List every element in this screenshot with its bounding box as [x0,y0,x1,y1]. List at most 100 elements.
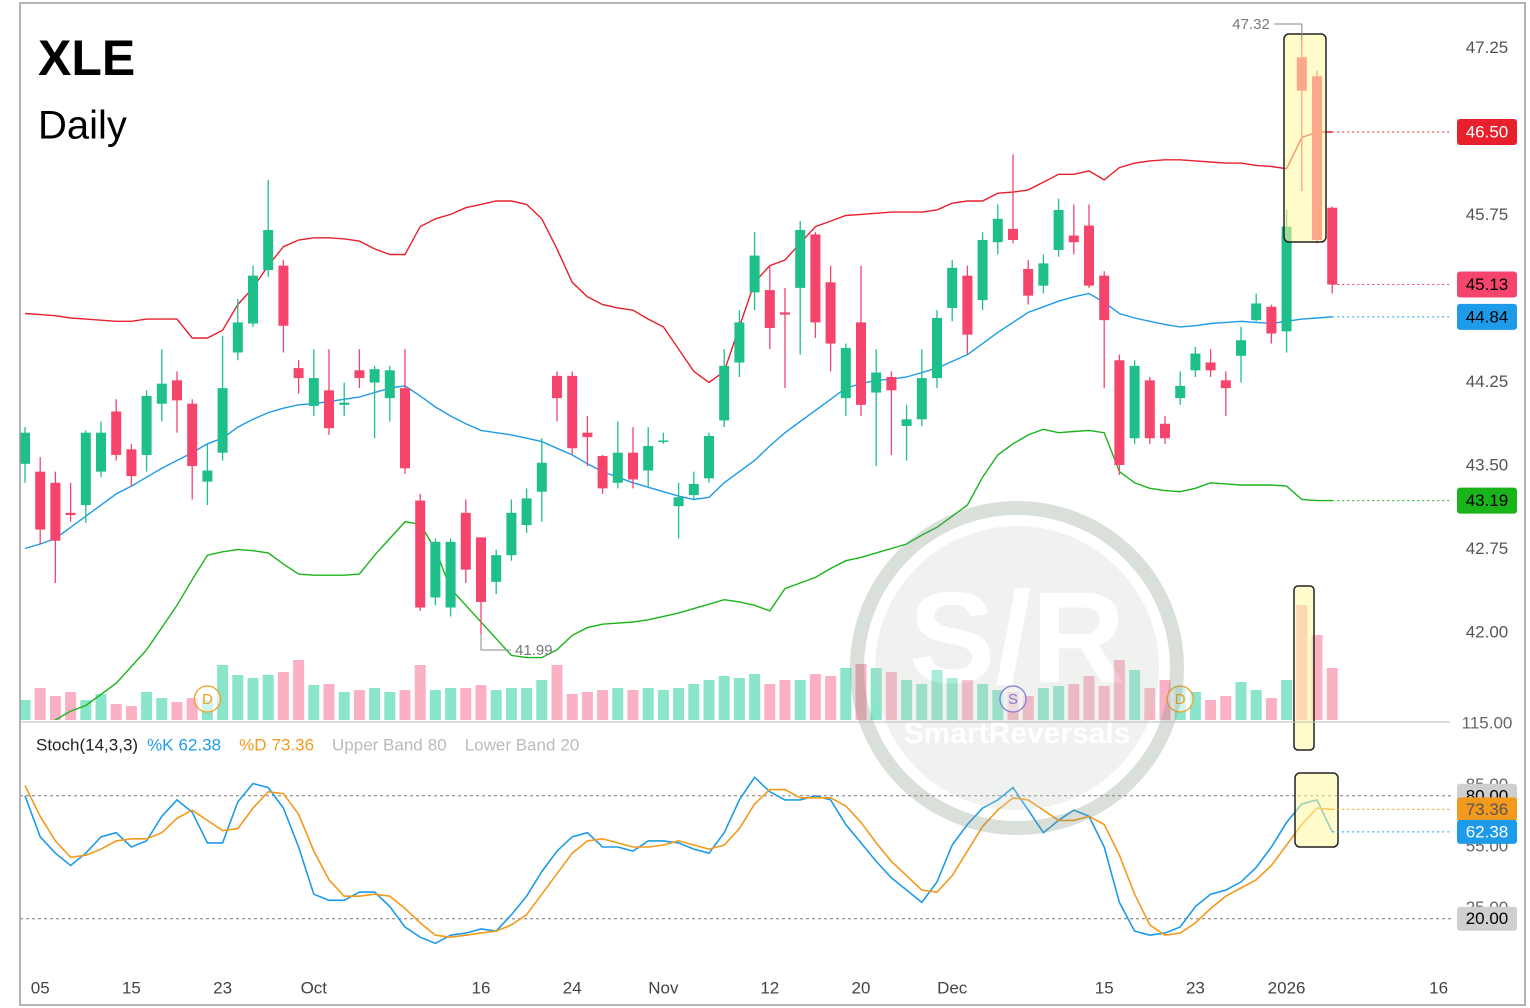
candle-body [1190,353,1201,371]
legend-text: 62.38 [179,735,222,754]
candle-body [1129,365,1140,439]
volume-bar [855,664,867,720]
candle-body [141,395,152,455]
volume-bar [1250,690,1262,720]
volume-bar [247,678,259,720]
candle-body [278,265,289,326]
candle-body [491,555,502,582]
volume-bar [946,678,958,720]
candle-body [400,388,410,469]
low-annotation: 41.99 [515,642,553,659]
candle-body [612,452,623,483]
overlay-layer: 05 15 23 Oct 16 24 Nov 12 20 Dec 15 23 2026 16 42.00 42… [31,16,1517,997]
x-tick-label: 20 [852,978,871,997]
volume-bar [414,665,426,720]
low-marker [480,634,511,651]
volume-bar [429,690,441,720]
volume-bar [642,688,654,720]
volume-bar [901,680,913,720]
legend-text: 20 [560,735,579,754]
volume-bar [536,680,548,720]
axis-badge-label: 20.00 [1466,909,1509,928]
highlight-box [1294,772,1339,848]
candle-body [1281,226,1292,332]
volume-bar [1326,668,1338,720]
volume-bar [840,668,852,720]
axis-badge [1457,271,1517,298]
volume-bar [277,672,289,720]
volume-bar [1037,688,1049,720]
volume-bar [977,684,989,720]
volume-bar [1235,682,1247,720]
axis-badge [1457,118,1517,145]
candle-body [795,229,806,288]
candle-body [1084,225,1094,286]
candle-body [506,512,517,556]
x-tick-label: 15 [1095,978,1114,997]
candle-body [688,483,699,496]
volume-bar [597,690,609,720]
volume-bar [1129,670,1141,720]
volume-bar [749,674,761,720]
volume-bar [110,704,122,720]
band-line-lower [53,428,1333,720]
event-marker [1166,685,1194,713]
candle-body [749,255,760,293]
volume-bar [1022,696,1034,720]
axis-badge [1457,797,1517,822]
candle-body [947,267,958,308]
volume-bar [1053,686,1065,720]
candle-body [384,370,395,399]
legend-text: 80 [428,735,447,754]
watermark-ring [850,501,1184,835]
volume-bar [171,702,183,720]
candle-body [582,432,593,438]
volume-bar [369,688,381,720]
candle-body [50,482,61,541]
axis-badge-label: 44.84 [1466,307,1509,326]
volume-bar [1098,686,1110,720]
volume-bar [1281,680,1293,720]
axis-badge-label: 73.36 [1466,800,1509,819]
candle-body [445,541,456,608]
candle-body [308,378,319,406]
candle-body [460,512,471,570]
candle-body [1038,263,1049,286]
candle-body [156,383,167,404]
volume-bar [338,692,350,720]
event-label: S [1008,691,1018,708]
volume-bar [627,690,639,720]
candle-body [840,348,851,399]
axis-badge-label: 62.38 [1466,822,1509,841]
candle-body [1099,275,1110,321]
volume-bar [1265,698,1277,720]
candle-body [20,432,30,464]
volume-bar [825,676,837,720]
y-tick-label: 43.50 [1466,456,1509,475]
volume-bar [490,690,502,720]
candle-body [248,275,258,324]
candle-body [324,390,334,429]
candle-body [810,234,821,323]
candle-body [628,452,638,480]
volume-bar [1144,688,1156,720]
volume-bar [733,678,745,720]
candle-body [658,440,669,442]
volume-bar [718,676,730,720]
volume-bar [612,688,624,720]
candle-body [1205,362,1216,371]
candle-body [704,436,714,479]
volume-bar [125,706,137,720]
candle-body [719,365,730,421]
volume-bar [581,692,593,720]
legend-text: %K [147,735,174,754]
stoch-line [24,785,1333,939]
candle-body [521,498,532,526]
candle-body [1236,340,1246,356]
watermark-disc [875,526,1159,810]
volume-bar [156,698,168,720]
candle-body [96,432,106,472]
x-tick-label: 15 [122,978,141,997]
